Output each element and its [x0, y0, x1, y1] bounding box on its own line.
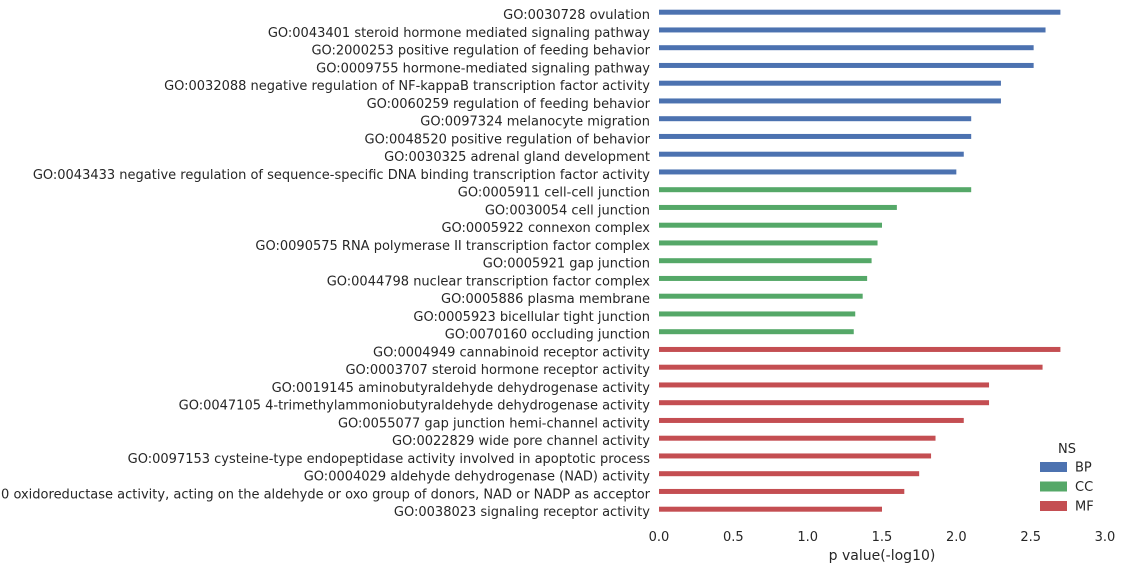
bar-bp [659, 133, 972, 139]
category-label: GO:0019145 aminobutyraldehyde dehydrogen… [272, 381, 651, 396]
category-label: GO:0097153 cysteine-type endopeptidase a… [128, 452, 651, 467]
bar-bp [659, 80, 1001, 86]
bar-mf [659, 400, 990, 406]
legend-swatch-mf [1040, 501, 1067, 511]
category-label: GO:0032088 negative regulation of NF-kap… [164, 79, 650, 94]
x-tick-label: 3.0 [1095, 530, 1116, 545]
bar-mf [659, 506, 882, 512]
legend-swatch-cc [1040, 481, 1067, 492]
category-label: GO:0043401 steroid hormone mediated sign… [268, 26, 650, 41]
legend-title: NS [1058, 442, 1076, 457]
bar-bp [659, 98, 1001, 104]
bar-cc [659, 222, 882, 228]
x-tick-label: 2.0 [946, 530, 967, 545]
category-label: GO:0055077 gap junction hemi-channel act… [338, 416, 650, 431]
bar-cc [659, 293, 863, 299]
bar-bp [659, 151, 964, 157]
bar-bp [659, 62, 1034, 68]
x-tick-label: 0.5 [723, 530, 744, 545]
bar-bp [659, 27, 1046, 33]
x-axis: p value(-log10) 0.0 0.5 1.0 1.5 2.0 2.5 3.0 [649, 530, 1116, 564]
bar-mf [659, 382, 990, 388]
bar-mf [659, 346, 1061, 352]
category-label: GO:0005886 plasma membrane [441, 292, 650, 307]
category-label: GO:0003707 steroid hormone receptor acti… [345, 363, 650, 378]
category-label: GO:0030728 ovulation [503, 8, 650, 23]
category-label: GO:0030325 adrenal gland development [384, 150, 650, 165]
legend-label-mf: MF [1075, 500, 1094, 515]
bar-cc [659, 187, 972, 193]
category-label: GO:0048520 positive regulation of behavi… [365, 132, 651, 147]
category-label: GO:0005911 cell-cell junction [458, 186, 650, 201]
bar-cc [659, 275, 868, 281]
bar-cc [659, 240, 878, 246]
bar-bp [659, 116, 972, 122]
category-label: GO:0005921 gap junction [483, 257, 650, 272]
x-axis-title: p value(-log10) [829, 548, 936, 564]
category-label: GO:0060259 regulation of feeding behavio… [367, 97, 651, 112]
category-label: GO:0090575 RNA polymerase II transcripti… [255, 239, 650, 254]
bar-bp [659, 9, 1061, 15]
bar-mf [659, 488, 905, 494]
legend-label-cc: CC [1075, 480, 1093, 495]
bar-mf [659, 453, 932, 459]
category-label: GO:0044798 nuclear transcription factor … [327, 274, 651, 289]
category-label: GO:2000253 positive regulation of feedin… [311, 44, 650, 59]
category-label: GO:0004949 cannabinoid receptor activity [373, 345, 650, 360]
bar-mf [659, 471, 920, 477]
category-labels: GO:0030728 ovulation GO:0043401 steroid h… [0, 8, 651, 520]
category-label: GO:0005923 bicellular tight junction [413, 310, 650, 325]
category-label: GO:0005922 connexon complex [441, 221, 650, 236]
category-label: GO:0009755 hormone-mediated signaling pa… [316, 61, 650, 76]
bars [659, 9, 1061, 512]
x-tick-label: 0.0 [649, 530, 670, 545]
bar-bp [659, 45, 1034, 51]
x-tick-label: 1.0 [797, 530, 818, 545]
bar-cc [659, 311, 856, 317]
bar-mf [659, 417, 964, 423]
category-label: GO:0022829 wide pore channel activity [392, 434, 650, 449]
legend-label-bp: BP [1075, 461, 1092, 476]
category-label: GO:0047105 4-trimethylammoniobutyraldehy… [179, 399, 651, 414]
category-label: GO:0038023 signaling receptor activity [394, 505, 650, 520]
x-tick-label: 1.5 [872, 530, 893, 545]
x-tick-label: 2.5 [1020, 530, 1041, 545]
category-label: GO:0004029 aldehyde dehydrogenase (NAD) … [304, 470, 651, 485]
bar-cc [659, 204, 897, 210]
bar-mf [659, 435, 936, 441]
bar-mf [659, 364, 1043, 370]
legend-swatch-bp [1040, 462, 1067, 472]
category-label: GO:0030054 cell junction [485, 203, 650, 218]
bar-cc [659, 329, 854, 335]
category-label: GO:0097324 melanocyte migration [420, 115, 650, 130]
bar-bp [659, 169, 957, 175]
bar-cc [659, 258, 872, 264]
category-label: GO:0043433 negative regulation of sequen… [33, 168, 650, 183]
category-label: GO:0016620 oxidoreductase activity, acti… [0, 487, 651, 502]
category-label: GO:0070160 occluding junction [445, 328, 650, 343]
legend: NS BP CC MF [1040, 442, 1094, 515]
